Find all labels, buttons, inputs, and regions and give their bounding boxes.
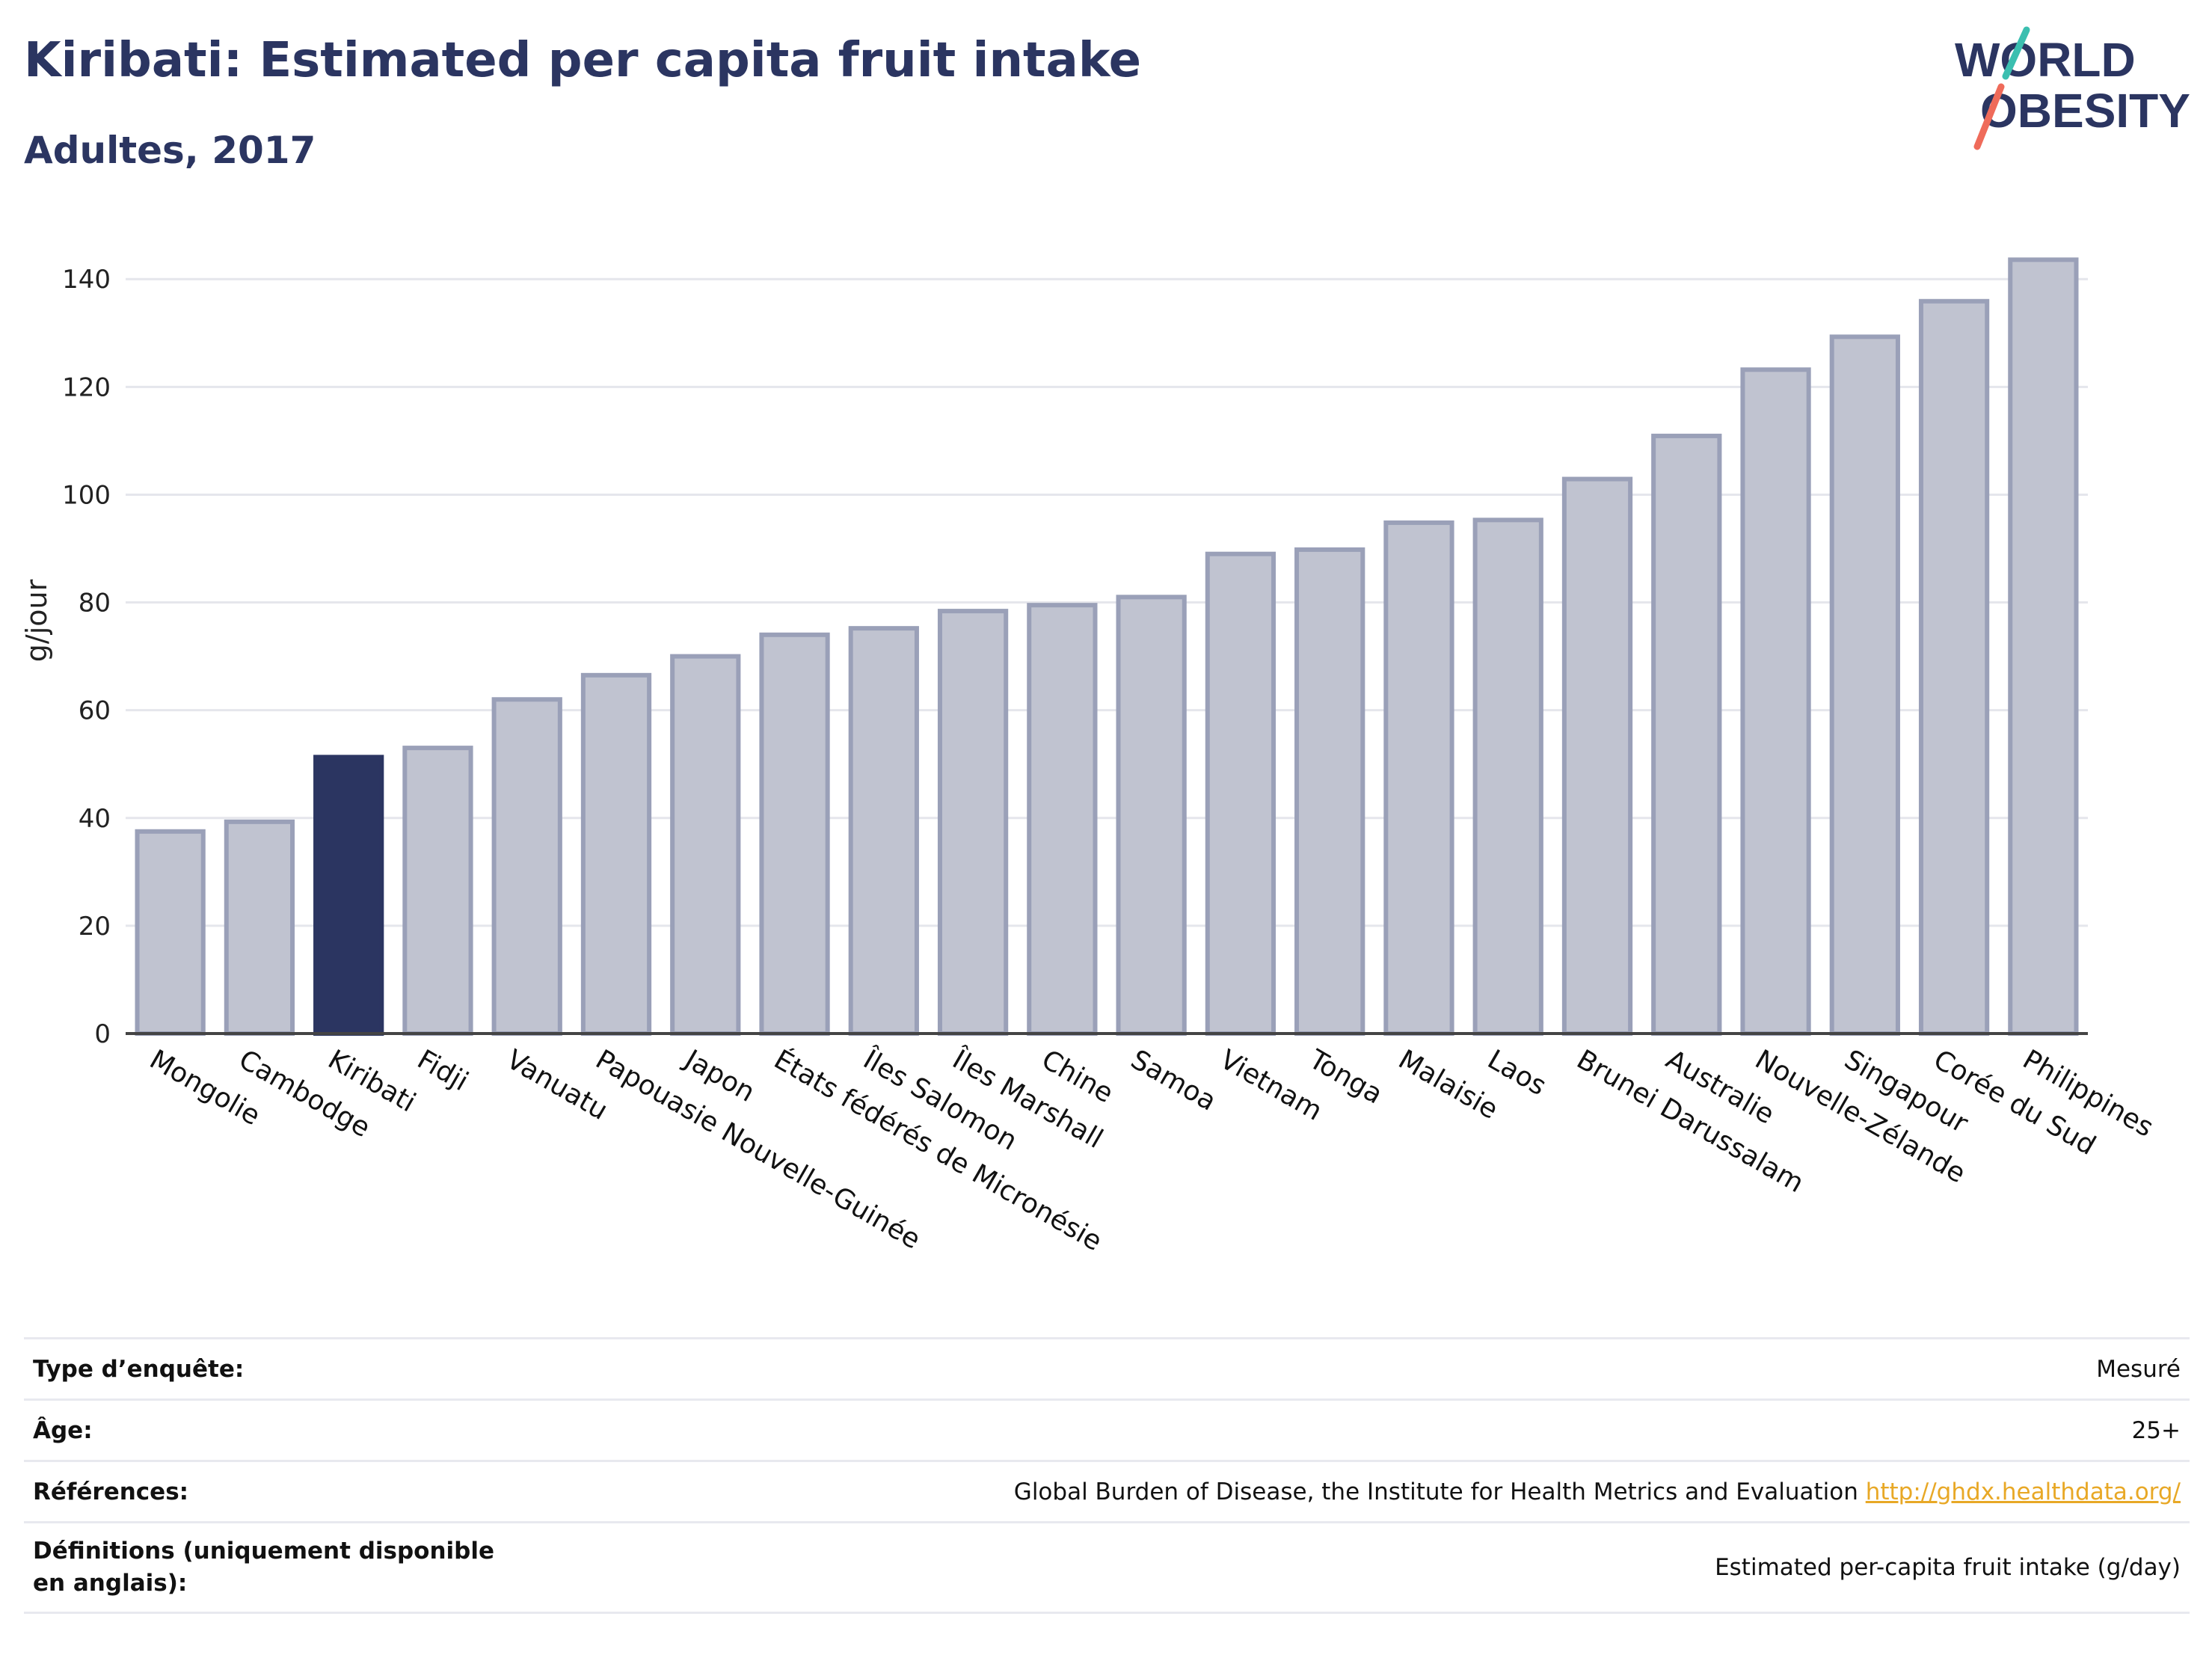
bar: [402, 746, 473, 1037]
y-tick-label: 80: [79, 589, 111, 618]
bar: [937, 609, 1009, 1036]
logo-word-world: WORLD: [1955, 33, 2136, 87]
bar: [1918, 298, 1990, 1036]
x-tick-label: Samoa: [1125, 1044, 1221, 1117]
reference-link[interactable]: http://ghdx.healthdata.org/: [1865, 1478, 2181, 1505]
info-label: Définitions (uniquement disponible en an…: [33, 1537, 495, 1597]
reference-text: Global Burden of Disease, the Institute …: [1013, 1478, 1858, 1505]
y-tick-label: 20: [79, 912, 111, 942]
y-tick-label: 120: [62, 372, 111, 402]
bar: [1116, 595, 1187, 1036]
y-tick-label: 140: [62, 265, 111, 295]
bar: [1472, 518, 1543, 1036]
y-tick-label: 0: [94, 1019, 111, 1049]
logo-slash-coral: [1973, 83, 2005, 150]
bar: [491, 697, 562, 1036]
bar: [224, 819, 295, 1037]
y-axis-ticks: 0 20 40 60 80 100 120 140: [62, 265, 111, 1049]
x-tick-label: Vanuatu: [501, 1044, 612, 1126]
bar: [1294, 547, 1365, 1036]
info-label: Type d’enquête:: [33, 1355, 245, 1383]
info-row-survey-type: Type d’enquête: Mesuré: [24, 1337, 2190, 1398]
world-obesity-logo: WORLD OBESITY: [1955, 26, 2190, 150]
bar: [848, 626, 919, 1036]
bar: [2008, 257, 2079, 1037]
info-label: Références:: [33, 1478, 189, 1505]
bar: [1829, 334, 1900, 1037]
bar: [1651, 433, 1722, 1036]
bar: [135, 829, 206, 1037]
info-value: 25+: [2131, 1416, 2181, 1444]
info-row-age: Âge: 25+: [24, 1398, 2190, 1460]
info-table: Type d’enquête: Mesuré Âge: 25+ Référenc…: [24, 1337, 2190, 1614]
bar: [1740, 367, 1811, 1037]
info-value: Mesuré: [2096, 1355, 2181, 1383]
y-tick-label: 60: [79, 696, 111, 726]
info-label: Âge:: [33, 1416, 93, 1444]
x-tick-label: Fidji: [412, 1044, 473, 1097]
bars: [135, 257, 2079, 1037]
info-row-references: Références: Global Burden of Disease, th…: [24, 1460, 2190, 1521]
bar: [670, 654, 741, 1037]
bar: [1205, 551, 1276, 1036]
x-tick-label: Malaisie: [1393, 1044, 1503, 1126]
bar: [580, 672, 652, 1037]
bar: [759, 632, 830, 1036]
bar: [1383, 520, 1454, 1036]
y-axis-label: g/jour: [20, 579, 53, 662]
info-row-definitions: Définitions (uniquement disponible en an…: [24, 1521, 2190, 1614]
y-tick-label: 100: [62, 480, 111, 510]
bar: [1561, 476, 1633, 1036]
logo-slash-teal: [2002, 26, 2030, 80]
info-value: Estimated per-capita fruit intake (g/day…: [1715, 1554, 2181, 1581]
bar: [1027, 603, 1098, 1036]
chart-title: Kiribati: Estimated per capita fruit int…: [24, 33, 1142, 88]
y-tick-label: 40: [79, 804, 111, 834]
bar-highlight: [313, 755, 384, 1036]
x-tick-label: Îles Marshall: [947, 1043, 1108, 1155]
chart-subtitle: Adultes, 2017: [24, 129, 316, 172]
x-tick-label: Vietnam: [1214, 1044, 1327, 1127]
info-value: Global Burden of Disease, the Institute …: [1014, 1479, 2181, 1505]
logo-word-obesity: OBESITY: [1980, 84, 2190, 138]
